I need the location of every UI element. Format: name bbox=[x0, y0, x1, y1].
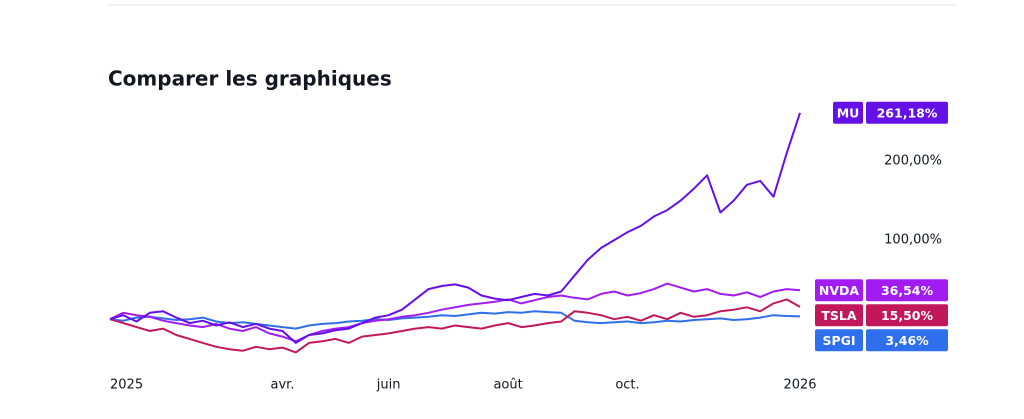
x-tick-label: 2026 bbox=[783, 378, 816, 393]
end-value-label: 3,46% bbox=[885, 333, 929, 348]
y-tick-label: 200,00% bbox=[884, 154, 942, 169]
x-tick-label: août bbox=[493, 378, 522, 393]
series-line bbox=[109, 282, 801, 343]
x-tick-label: juin bbox=[376, 378, 401, 393]
x-tick-label: 2025 bbox=[110, 378, 143, 393]
end-value-box bbox=[866, 304, 948, 327]
legend-name-box bbox=[833, 101, 863, 124]
end-value-label: 261,18% bbox=[877, 105, 938, 120]
legend-name: TSLA bbox=[821, 308, 856, 323]
legend-name-box bbox=[815, 329, 863, 352]
end-value-box bbox=[866, 279, 948, 302]
x-tick-label: oct. bbox=[615, 378, 639, 393]
x-tick-label: avr. bbox=[271, 378, 295, 393]
series-line bbox=[109, 112, 801, 344]
y-tick-label: 100,00% bbox=[884, 233, 942, 248]
series-line bbox=[109, 298, 801, 354]
legend-name: SPGI bbox=[822, 333, 855, 348]
legend-name-box bbox=[815, 279, 863, 302]
chart-title: Comparer les graphiques bbox=[108, 67, 392, 91]
end-value-label: 36,54% bbox=[881, 283, 934, 298]
end-value-box bbox=[866, 101, 948, 124]
legend-name-box bbox=[815, 304, 863, 327]
end-value-box bbox=[866, 329, 948, 352]
legend-name: MU bbox=[837, 105, 860, 120]
end-value-label: 15,50% bbox=[881, 308, 934, 323]
legend-name: NVDA bbox=[819, 283, 860, 298]
